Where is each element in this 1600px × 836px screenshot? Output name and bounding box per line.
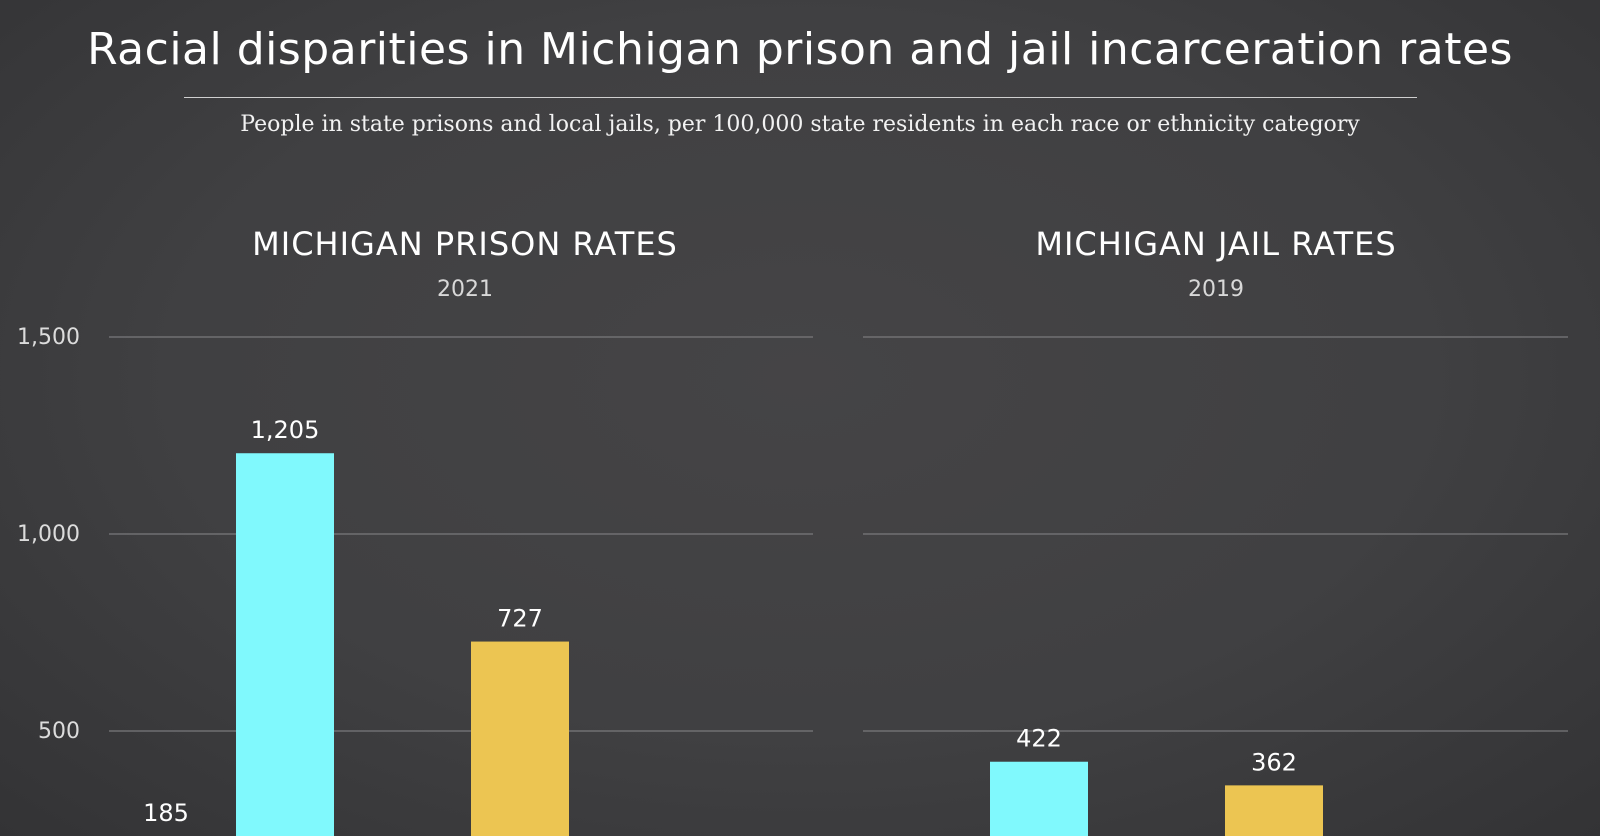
jail-panel-year: 2019 bbox=[1188, 277, 1244, 302]
chart-title: Racial disparities in Michigan prison an… bbox=[87, 24, 1513, 75]
jail-bar-label-0: 422 bbox=[1016, 725, 1062, 753]
y-tick-1500: 1,500 bbox=[17, 325, 80, 350]
prison-bar-label-0: 185 bbox=[143, 799, 189, 827]
title-divider bbox=[184, 97, 1417, 98]
jail-panel-title: MICHIGAN JAIL RATES bbox=[1035, 225, 1396, 263]
prison-panel-title: MICHIGAN PRISON RATES bbox=[252, 225, 678, 263]
prison-bar-1 bbox=[236, 453, 334, 836]
jail-bar-0 bbox=[990, 761, 1088, 836]
prison-panel-year: 2021 bbox=[437, 277, 493, 302]
chart-subtitle: People in state prisons and local jails,… bbox=[240, 112, 1360, 137]
prison-bar-2 bbox=[471, 641, 569, 836]
prison-bar-label-2: 727 bbox=[497, 605, 543, 633]
y-tick-1000: 1,000 bbox=[17, 522, 80, 547]
y-tick-500: 500 bbox=[38, 719, 80, 744]
jail-bar-label-1: 362 bbox=[1251, 748, 1297, 776]
prison-bar-label-1: 1,205 bbox=[251, 416, 320, 444]
jail-bar-1 bbox=[1225, 785, 1323, 836]
